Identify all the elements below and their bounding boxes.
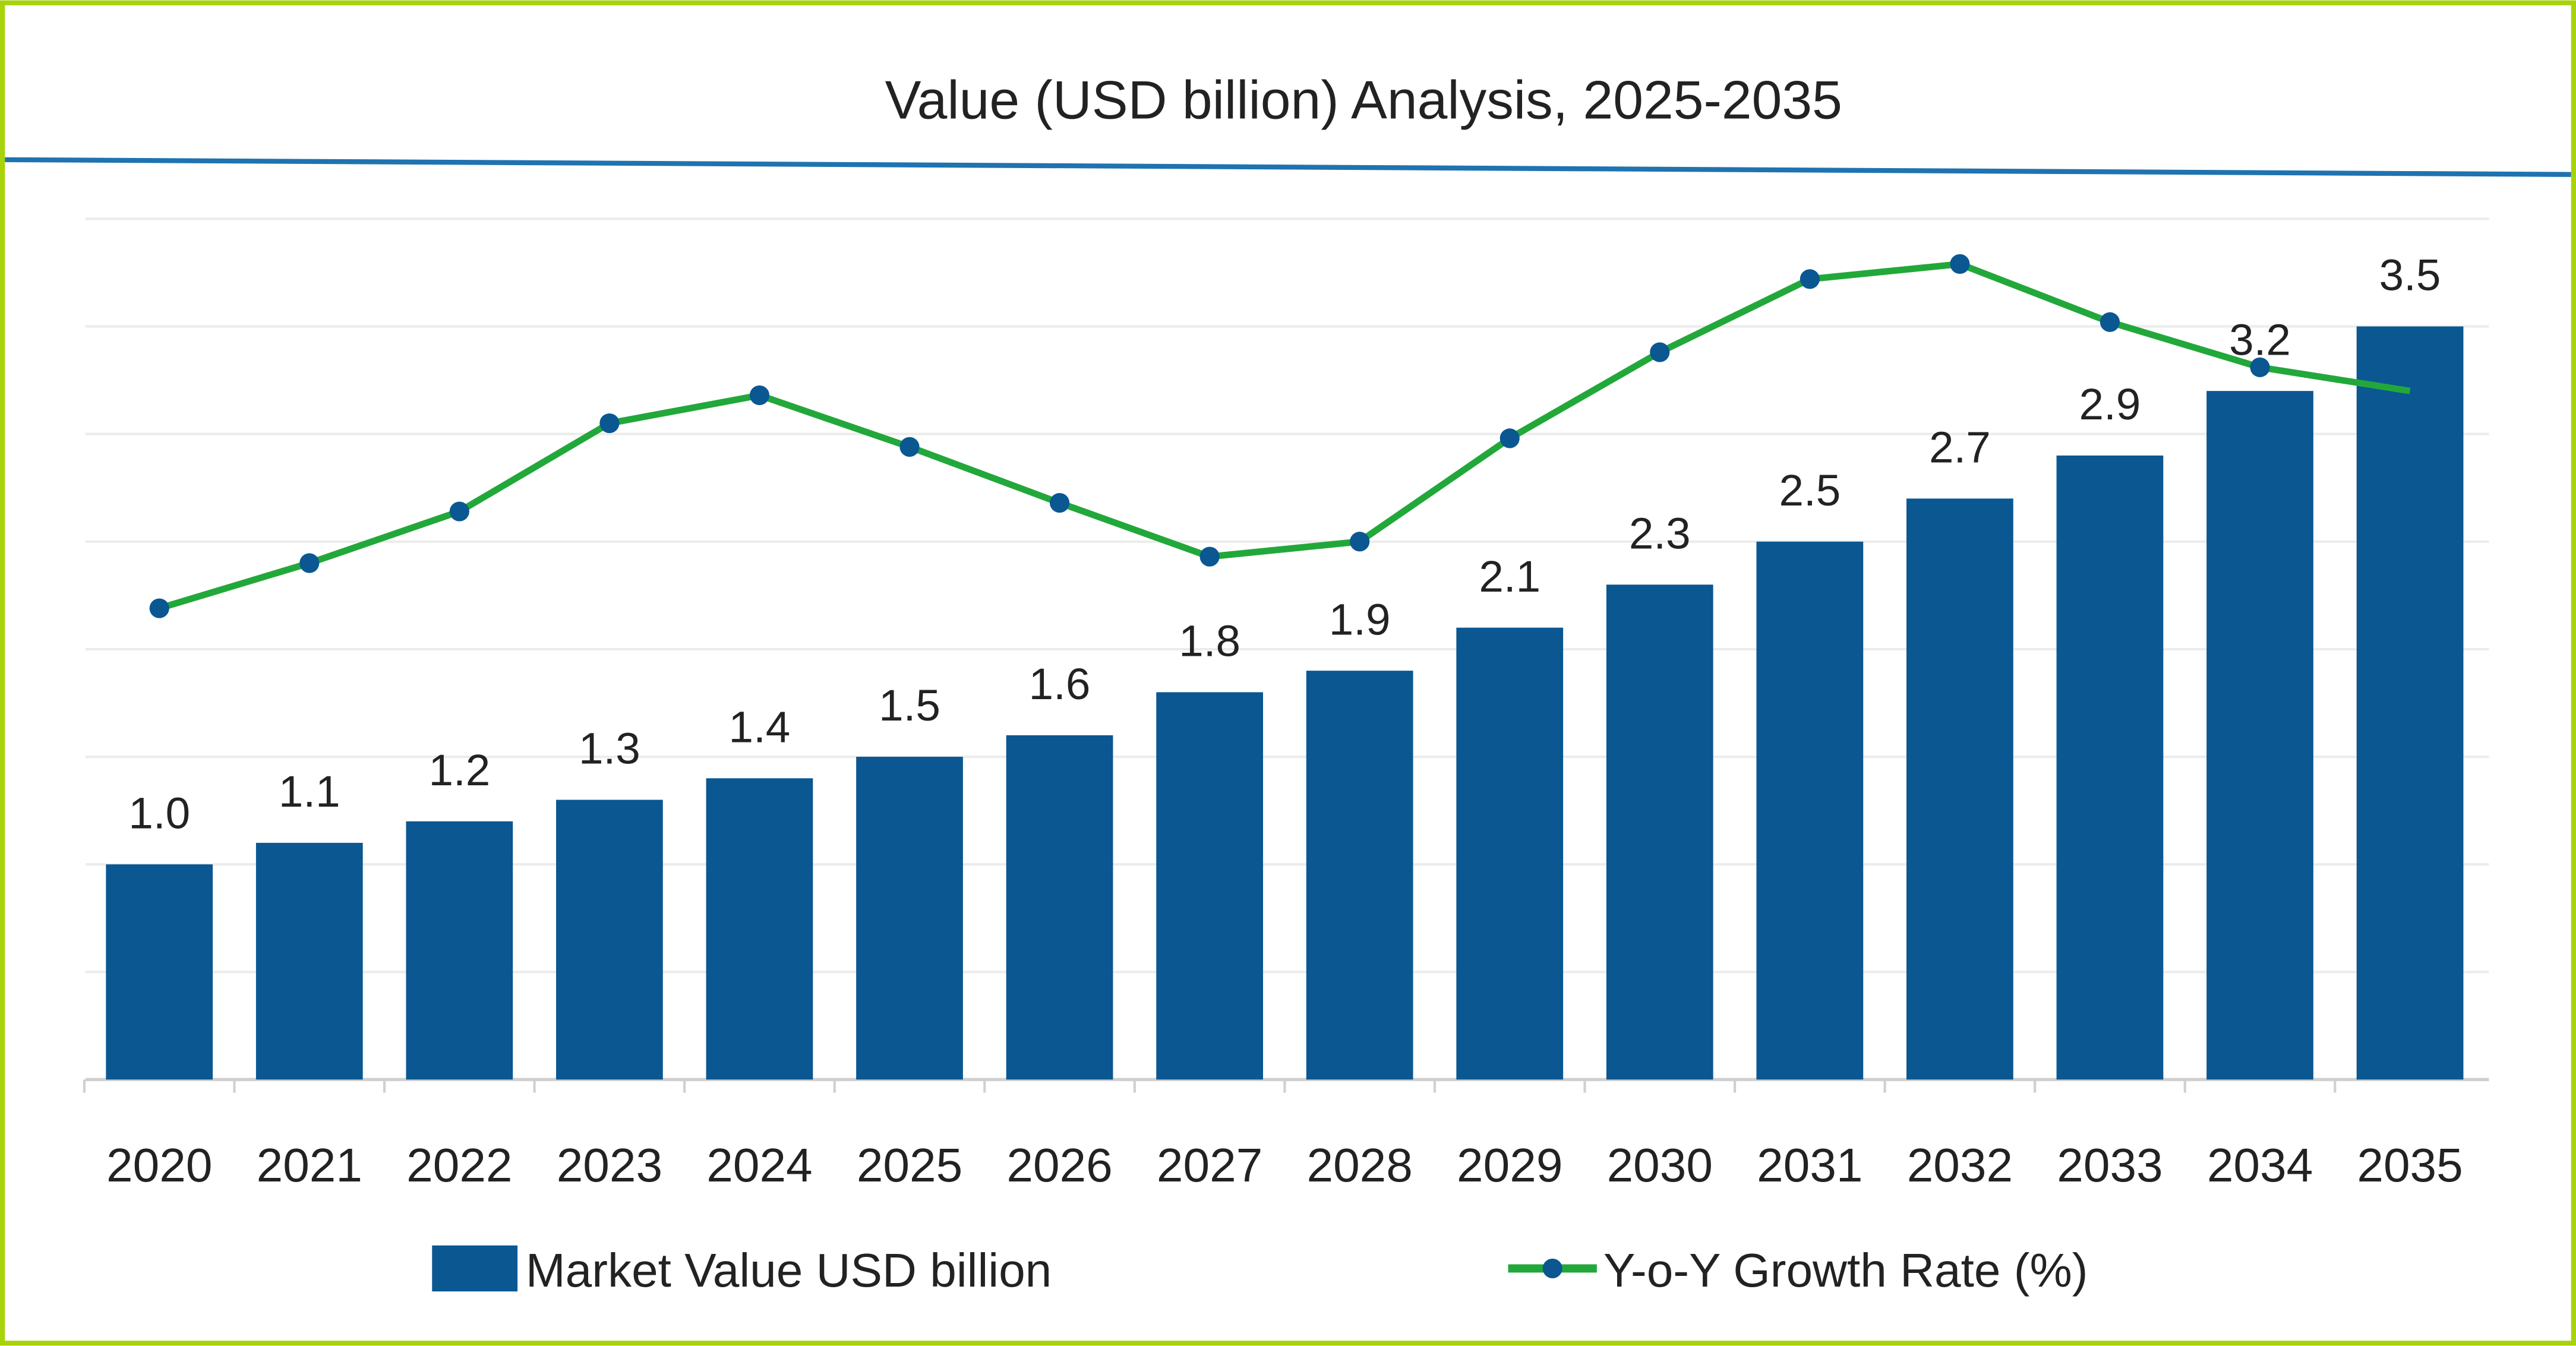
bar-2031 bbox=[1756, 541, 1864, 1080]
bar-value-label: 3.2 bbox=[2229, 314, 2291, 364]
bar-2035 bbox=[2356, 326, 2464, 1080]
x-tick-label: 2022 bbox=[406, 1138, 512, 1192]
bar-value-label: 2.3 bbox=[1629, 508, 1691, 558]
bar-2028 bbox=[1306, 671, 1413, 1080]
bar-value-label: 2.9 bbox=[2079, 379, 2141, 429]
growth-point-2024 bbox=[749, 385, 770, 406]
bar-value-label: 1.3 bbox=[579, 723, 640, 773]
title-rule bbox=[5, 157, 2571, 177]
growth-point-2023 bbox=[599, 413, 620, 434]
legend-line-label: Y-o-Y Growth Rate (%) bbox=[1603, 1243, 2088, 1297]
growth-point-2032 bbox=[1950, 254, 1970, 274]
growth-point-2029 bbox=[1499, 428, 1520, 448]
bar-value-label: 1.6 bbox=[1029, 659, 1091, 709]
bar-2034 bbox=[2206, 391, 2313, 1080]
bar-value-label: 1.5 bbox=[879, 680, 940, 730]
bar-2022 bbox=[406, 821, 513, 1080]
x-tick-label: 2027 bbox=[1157, 1138, 1262, 1192]
bar-value-label: 1.1 bbox=[279, 766, 340, 816]
bar-2027 bbox=[1156, 692, 1263, 1080]
growth-point-2034 bbox=[2250, 357, 2270, 377]
bar-2033 bbox=[2056, 455, 2164, 1080]
bar-value-label: 3.5 bbox=[2379, 250, 2441, 300]
growth-point-2027 bbox=[1199, 546, 1220, 567]
x-tick-label: 2021 bbox=[257, 1138, 362, 1192]
growth-point-2020 bbox=[149, 598, 169, 618]
bar-2023 bbox=[556, 800, 663, 1080]
bar-value-label: 2.7 bbox=[1929, 422, 1991, 472]
growth-point-2030 bbox=[1650, 342, 1670, 362]
growth-rate-line bbox=[158, 260, 2411, 612]
legend-bar-label: Market Value USD billion bbox=[526, 1243, 1052, 1297]
bar-2030 bbox=[1606, 584, 1713, 1080]
bar-value-label: 1.0 bbox=[128, 788, 190, 838]
x-tick-label: 2024 bbox=[706, 1138, 812, 1192]
legend-line-marker bbox=[1542, 1258, 1562, 1279]
legend: Market Value USD billion Y-o-Y Growth Ra… bbox=[432, 1243, 2088, 1297]
growth-point-2033 bbox=[2100, 312, 2120, 332]
bar-value-label: 1.4 bbox=[729, 702, 791, 751]
bar-value-label: 2.1 bbox=[1479, 551, 1540, 601]
growth-point-2026 bbox=[1049, 492, 1070, 513]
x-tick-label: 2026 bbox=[1006, 1138, 1112, 1192]
bar-2026 bbox=[1006, 735, 1113, 1080]
bar-2021 bbox=[255, 842, 363, 1080]
x-tick-label: 2035 bbox=[2357, 1138, 2463, 1192]
bar-2025 bbox=[856, 757, 963, 1080]
growth-point-2022 bbox=[449, 501, 469, 522]
legend-bar-swatch bbox=[432, 1245, 518, 1292]
x-tick-label: 2020 bbox=[106, 1138, 212, 1192]
x-tick-label: 2025 bbox=[857, 1138, 962, 1192]
bar-value-label: 1.8 bbox=[1179, 616, 1240, 666]
x-tick-label: 2034 bbox=[2207, 1138, 2313, 1192]
chart-title: Value (USD billion) Analysis, 2025-2035 bbox=[885, 70, 1842, 131]
growth-point-2028 bbox=[1350, 532, 1370, 552]
x-tick-label: 2030 bbox=[1607, 1138, 1713, 1192]
x-tick-label: 2031 bbox=[1757, 1138, 1862, 1192]
bar-2029 bbox=[1456, 627, 1564, 1080]
bar-2032 bbox=[1906, 498, 2013, 1080]
x-tick-label: 2033 bbox=[2057, 1138, 2163, 1192]
bar-value-label: 2.5 bbox=[1779, 465, 1841, 515]
x-tick-label: 2029 bbox=[1457, 1138, 1562, 1192]
bar-2024 bbox=[706, 778, 813, 1080]
x-tick-label: 2028 bbox=[1306, 1138, 1412, 1192]
bar-2020 bbox=[106, 864, 213, 1080]
bar-value-label: 1.2 bbox=[428, 745, 490, 795]
x-tick-label: 2032 bbox=[1907, 1138, 2013, 1192]
x-tick-label: 2023 bbox=[557, 1138, 662, 1192]
growth-point-2031 bbox=[1800, 269, 1820, 289]
growth-point-2025 bbox=[899, 437, 920, 457]
bar-value-label: 1.9 bbox=[1329, 594, 1391, 644]
growth-point-2021 bbox=[299, 553, 320, 573]
